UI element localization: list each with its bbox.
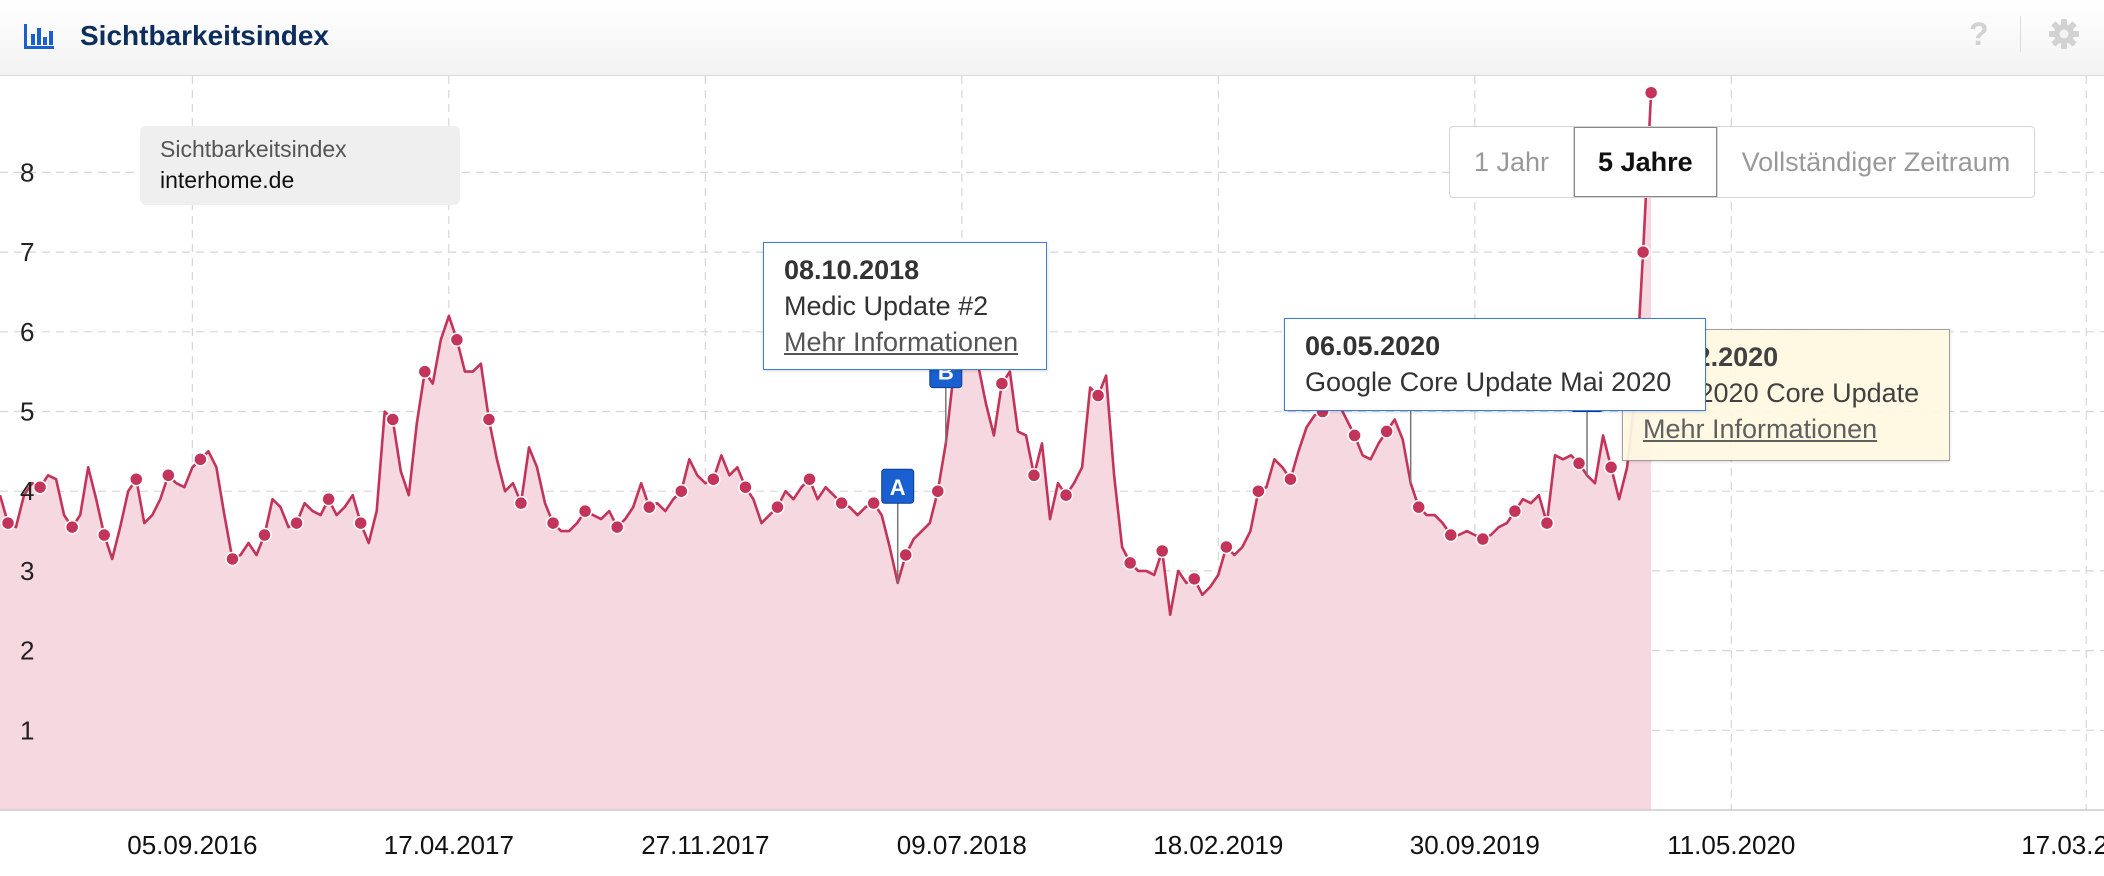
tooltip-date: 06.05.2020 [1305, 331, 1441, 361]
data-point[interactable] [129, 471, 144, 487]
y-tick-label: 8 [20, 157, 34, 187]
widget-title: Sichtbarkeitsindex [80, 20, 329, 51]
x-tick-label: 18.02.2019 [1153, 830, 1283, 860]
range-button-5-years[interactable]: 5 Jahre [1573, 127, 1717, 197]
time-range-selector: 1 Jahr 5 Jahre Vollständiger Zeitraum [1449, 126, 2036, 198]
data-point[interactable] [930, 483, 946, 499]
x-tick-label: 11.05.2020 [1667, 830, 1795, 860]
chart-legend: Sichtbarkeitsindex interhome.de [140, 126, 460, 205]
data-point[interactable] [674, 483, 689, 499]
data-point[interactable] [994, 376, 1010, 391]
y-tick-label: 5 [20, 397, 34, 427]
x-tick-label: 17.03.2021 [2021, 830, 2104, 860]
data-point[interactable] [225, 551, 240, 567]
data-point[interactable] [1507, 503, 1523, 519]
legend-series-name: interhome.de [160, 167, 295, 193]
data-point[interactable] [257, 527, 272, 543]
tooltip-more-info-link[interactable]: Mehr Informationen [1643, 414, 1878, 444]
data-point[interactable] [1347, 428, 1362, 443]
series-area-fill [0, 92, 1652, 810]
data-point[interactable] [1187, 571, 1202, 587]
data-point[interactable] [898, 547, 913, 563]
event-marker-a[interactable]: A [881, 468, 915, 504]
data-point[interactable] [1635, 244, 1651, 260]
data-point[interactable] [738, 479, 753, 495]
tooltip-more-info-link[interactable]: Mehr Informationen [784, 327, 1019, 357]
data-point[interactable] [96, 527, 112, 543]
tooltip-date: 08.10.2018 [784, 255, 920, 285]
data-point[interactable] [770, 499, 785, 515]
data-point[interactable] [1090, 388, 1106, 403]
x-tick-label: 27.11.2017 [641, 830, 769, 860]
data-point[interactable] [161, 468, 176, 483]
data-point[interactable] [0, 515, 16, 531]
event-tooltip-core-update-may-2020: 06.05.2020 Google Core Update Mai 2020 [1284, 318, 1706, 411]
data-point[interactable] [289, 515, 304, 531]
data-point[interactable] [1251, 483, 1266, 499]
data-point[interactable] [385, 412, 400, 427]
data-point[interactable] [353, 515, 368, 531]
y-tick-label: 1 [20, 715, 34, 745]
range-button-1-year[interactable]: 1 Jahr [1474, 147, 1550, 177]
data-point[interactable] [802, 471, 817, 487]
data-point[interactable] [1539, 515, 1555, 531]
data-point[interactable] [417, 364, 433, 379]
visibility-chart: ABCDE 1234567805.09.201617.04.201727.11.… [0, 76, 2104, 860]
data-point[interactable] [449, 332, 465, 348]
event-tooltip-medic-update: 08.10.2018 Medic Update #2 Mehr Informat… [763, 242, 1047, 370]
data-point[interactable] [1443, 527, 1459, 543]
data-point[interactable] [64, 519, 80, 535]
y-tick-label: 4 [20, 476, 34, 506]
y-tick-label: 2 [20, 636, 34, 666]
data-point[interactable] [193, 452, 208, 467]
data-point[interactable] [1643, 85, 1659, 100]
y-tick-label: 3 [20, 556, 34, 586]
tooltip-event-name: Google Core Update Mai 2020 [1305, 367, 1672, 397]
bar-chart-icon [24, 24, 54, 55]
data-point[interactable] [481, 412, 497, 427]
gear-icon[interactable] [2048, 18, 2080, 55]
data-point[interactable] [1475, 531, 1491, 547]
data-point[interactable] [1219, 539, 1234, 555]
event-marker-label: A [890, 475, 906, 500]
data-point[interactable] [1154, 543, 1170, 559]
data-point[interactable] [321, 491, 336, 507]
widget-header: Sichtbarkeitsindex ? [0, 0, 2104, 76]
data-point[interactable] [866, 495, 881, 511]
data-point[interactable] [32, 479, 48, 495]
data-point[interactable] [545, 515, 561, 531]
data-point[interactable] [1122, 555, 1138, 571]
data-point[interactable] [1379, 424, 1394, 439]
data-point[interactable] [609, 519, 625, 535]
help-icon[interactable]: ? [1969, 16, 1989, 52]
data-point[interactable] [641, 499, 657, 515]
data-point[interactable] [1026, 468, 1042, 483]
series-line [0, 92, 1653, 616]
data-point[interactable] [1283, 471, 1298, 487]
legend-title: Sichtbarkeitsindex [160, 136, 347, 162]
data-point[interactable] [513, 495, 529, 511]
data-point[interactable] [1603, 460, 1619, 475]
header-divider [2020, 16, 2021, 52]
data-point[interactable] [1411, 499, 1426, 515]
range-button-full-period[interactable]: Vollständiger Zeitraum [1716, 127, 2035, 197]
x-tick-label: 17.04.2017 [384, 830, 514, 860]
data-point[interactable] [706, 471, 721, 487]
y-tick-label: 7 [20, 237, 34, 267]
x-tick-label: 05.09.2016 [127, 830, 257, 860]
x-tick-label: 09.07.2018 [897, 830, 1027, 860]
x-tick-label: 30.09.2019 [1410, 830, 1540, 860]
data-point[interactable] [1571, 456, 1587, 471]
data-point[interactable] [577, 503, 593, 519]
tooltip-event-name: Medic Update #2 [784, 291, 989, 321]
data-point[interactable] [834, 495, 849, 511]
y-tick-label: 6 [20, 317, 34, 347]
data-point[interactable] [1058, 487, 1074, 503]
